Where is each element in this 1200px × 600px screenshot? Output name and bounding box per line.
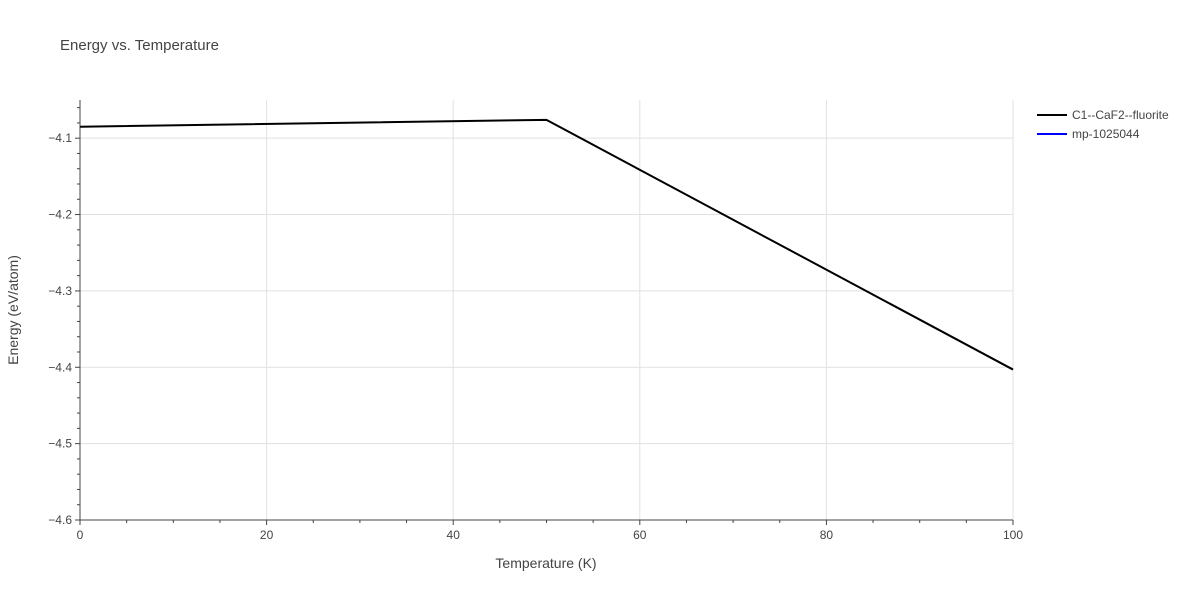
y-tick-label: −4.5 [48,437,72,451]
x-tick-label: 0 [77,528,84,542]
legend[interactable]: C1--CaF2--fluorite mp-1025044 [1037,108,1169,141]
x-tick-label: 100 [1003,528,1023,542]
x-tick-label: 40 [447,528,461,542]
x-axis-title: Temperature (K) [495,555,596,571]
legend-label: mp-1025044 [1072,127,1140,141]
x-tick-label: 20 [260,528,274,542]
y-tick-label: −4.6 [48,513,72,527]
y-tick-label: −4.4 [48,360,72,374]
legend-item[interactable]: C1--CaF2--fluorite [1037,108,1169,122]
y-tick-label: −4.3 [48,284,72,298]
x-tick-label: 60 [633,528,647,542]
y-axis-title: Energy (eV/atom) [5,255,21,365]
x-tick-label: 80 [820,528,834,542]
y-tick-label: −4.2 [48,208,72,222]
series-layer [79,118,1014,371]
series-line-0 [79,118,1014,371]
chart-title: Energy vs. Temperature [60,37,219,54]
y-tick-label: −4.1 [48,131,72,145]
legend-label: C1--CaF2--fluorite [1072,108,1169,122]
grid-layer [80,100,1014,520]
legend-item[interactable]: mp-1025044 [1037,127,1140,141]
axes-layer [75,100,1014,525]
tick-label-layer: 0 20 40 60 80 100 −4.6 −4.5 −4.4 −4.3 −4.2 −4.1 [48,131,1023,542]
